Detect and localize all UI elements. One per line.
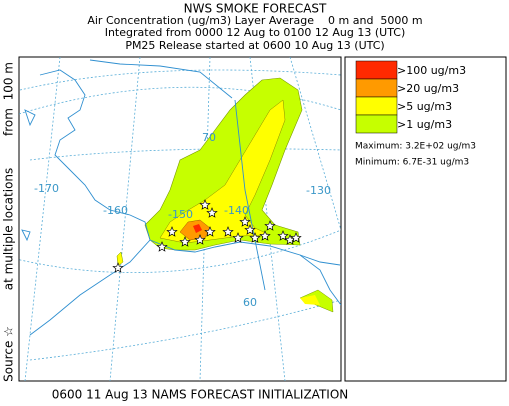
source-star	[179, 236, 191, 247]
plume	[300, 295, 320, 305]
grid-label: -140	[224, 204, 249, 217]
plume	[144, 77, 303, 251]
side-label-part: from 100 m	[2, 62, 16, 136]
source-star	[204, 226, 216, 237]
grid-label: -150	[168, 208, 193, 221]
source-star	[222, 226, 234, 237]
sources	[112, 199, 302, 273]
grid-label: 60	[243, 296, 257, 309]
grid-label: -130	[306, 184, 331, 197]
plume	[116, 251, 124, 267]
minimum: Minimum: 6.7E-31 ug/m3	[355, 158, 469, 168]
source-star	[249, 232, 261, 243]
source-star	[277, 230, 289, 241]
legend-swatch	[355, 96, 398, 116]
legend-label: >1 ug/m3	[397, 118, 452, 131]
legend-label: >20 ug/m3	[397, 82, 459, 95]
legend-label: >5 ug/m3	[397, 100, 452, 113]
maximum: Maximum: 3.2E+02 ug/m3	[355, 142, 476, 152]
source-star	[259, 230, 271, 241]
source-star	[194, 234, 206, 245]
source-star	[206, 207, 218, 218]
coastline	[149, 239, 341, 306]
subtitle: Integrated from 0000 12 Aug to 0100 12 A…	[105, 26, 406, 39]
legend-swatch	[355, 114, 398, 134]
legend-swatch	[355, 78, 398, 98]
source-star	[244, 224, 256, 235]
grid-line	[19, 86, 341, 115]
island	[21, 109, 36, 242]
coastline	[299, 254, 341, 266]
grid-line	[19, 229, 341, 273]
border	[234, 99, 266, 291]
source-star	[166, 226, 178, 237]
source-star	[156, 241, 168, 252]
map: -170 -160 -150 -140 -130 70 60	[18, 56, 342, 382]
source-star	[239, 216, 251, 227]
grid-line	[29, 299, 341, 361]
source-star	[290, 232, 302, 243]
legend: Maximum: 3.2E+02 ug/m3 Minimum: 6.7E-31 …	[344, 56, 507, 382]
source-star	[199, 199, 211, 210]
source-star	[264, 220, 276, 231]
plume	[193, 224, 202, 233]
side-label-part: Source ☆	[2, 326, 16, 382]
grid-line	[29, 148, 341, 161]
legend-label: >100 ug/m3	[397, 64, 466, 77]
grid-label: -170	[34, 182, 59, 195]
source-star	[232, 232, 244, 243]
side-label: Source ☆ at multiple locations from 100 …	[2, 62, 16, 382]
title: NWS SMOKE FORECAST	[184, 2, 327, 16]
grid-label: -160	[103, 204, 128, 217]
subtitle: PM25 Release started at 0600 10 Aug 13 (…	[125, 39, 384, 52]
footer: 0600 11 Aug 13 NAMS FORECAST INITIALIZAT…	[52, 388, 349, 402]
subtitle: Air Concentration (ug/m3) Layer Average …	[87, 14, 422, 27]
side-label-part: at multiple locations	[2, 168, 16, 291]
grid-label: 70	[202, 131, 216, 144]
source-star	[112, 262, 124, 273]
coastline	[89, 59, 233, 99]
legend-swatch	[355, 60, 398, 80]
